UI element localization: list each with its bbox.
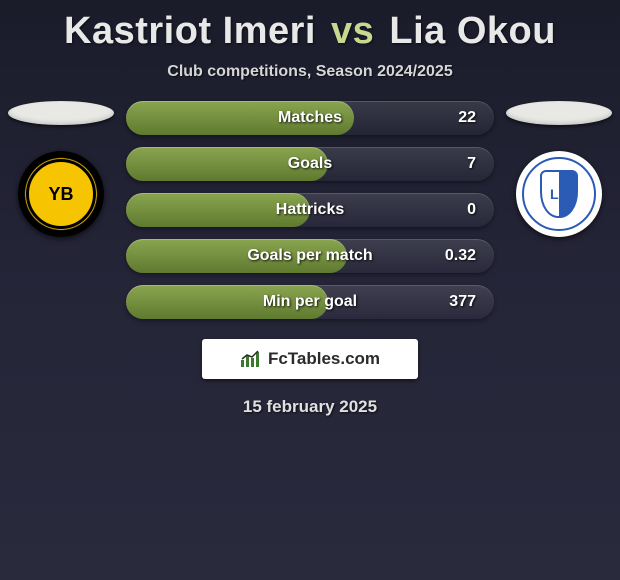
player-ellipse-left [8,101,114,125]
brand-chart-icon [240,350,262,368]
stat-value-right: 0 [467,201,476,219]
stat-label: Hattricks [276,201,344,219]
side-right: LS [504,101,614,237]
stat-label: Goals per match [247,247,372,265]
side-left: YB [6,101,116,237]
stat-row: Min per goal 377 [126,285,494,319]
stat-row: Goals per match 0.32 [126,239,494,273]
club-abbrev-left: YB [26,159,96,229]
stat-label: Goals [288,155,332,173]
stat-value-right: 22 [458,109,476,127]
date-label: 15 february 2025 [0,397,620,417]
subtitle: Club competitions, Season 2024/2025 [0,63,620,81]
player1-name: Kastriot Imeri [64,10,316,52]
stats-container: Matches 22 Goals 7 Hattricks 0 Goals per match… [116,101,504,319]
stat-row: Matches 22 [126,101,494,135]
main-layout: YB Matches 22 Goals 7 Hattricks 0 Goals per ma… [0,101,620,319]
stat-value-right: 0.32 [445,247,476,265]
brand-text: FcTables.com [268,349,380,369]
stat-row: Goals 7 [126,147,494,181]
vs-label: vs [327,10,378,52]
stat-label: Min per goal [263,293,357,311]
stat-row: Hattricks 0 [126,193,494,227]
player2-name: Lia Okou [389,10,556,52]
stat-value-right: 7 [467,155,476,173]
stat-value-right: 377 [449,293,476,311]
stat-label: Matches [278,109,342,127]
club-badge-left: YB [18,151,104,237]
brand-badge: FcTables.com [202,339,418,379]
page-title: Kastriot Imeri vs Lia Okou [0,10,620,53]
club-abbrev-right: LS [540,170,578,218]
player-ellipse-right [506,101,612,125]
club-badge-right: LS [516,151,602,237]
